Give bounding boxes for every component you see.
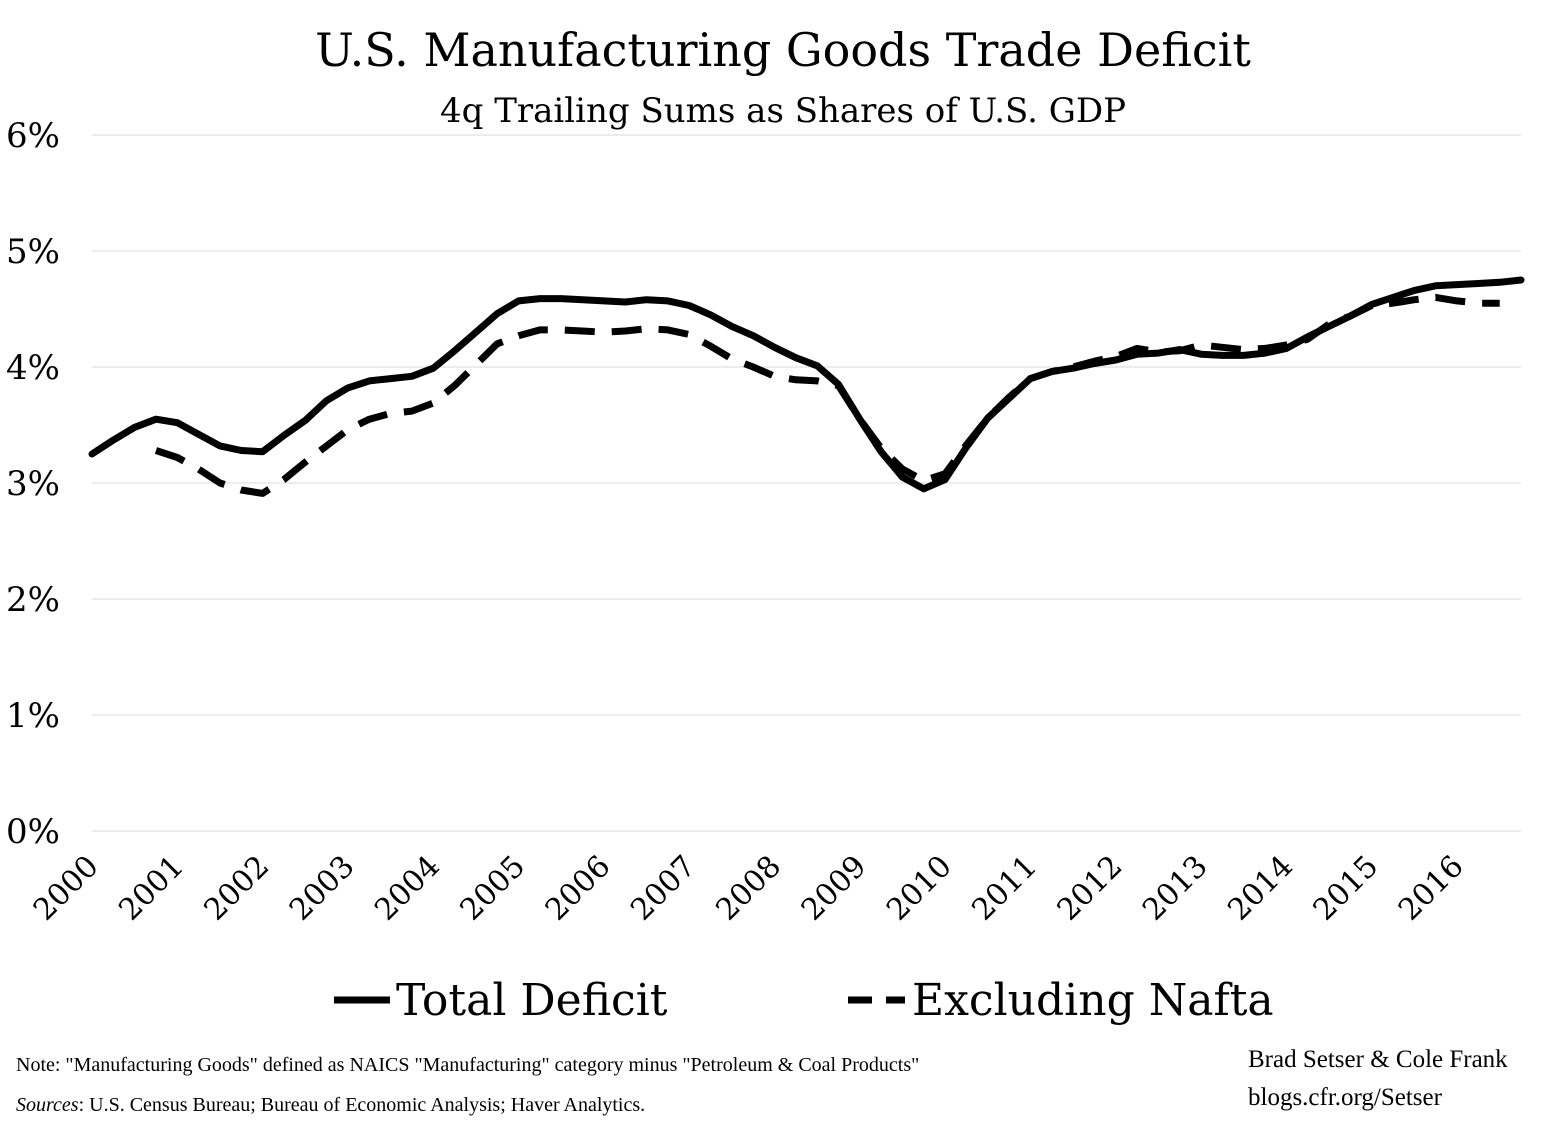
footnote: Note: "Manufacturing Goods" defined as N… — [16, 1054, 920, 1076]
y-tick-label: 1% — [6, 696, 60, 736]
y-tick-label: 3% — [6, 464, 60, 504]
gridlines — [92, 134, 1521, 832]
x-tick-label: 2004 — [368, 849, 447, 928]
x-tick-label: 2003 — [283, 849, 362, 928]
legend-label-total: Total Deficit — [396, 975, 668, 1026]
y-tick-label: 0% — [6, 812, 60, 852]
x-tick-label: 2008 — [709, 849, 788, 928]
x-tick-label: 2015 — [1307, 849, 1386, 928]
plot-lines — [88, 276, 1525, 497]
x-tick-label: 2009 — [795, 849, 874, 928]
chart-title: U.S. Manufacturing Goods Trade Deficit — [315, 23, 1251, 77]
y-tick-label: 4% — [6, 348, 60, 388]
x-tick-label: 2007 — [624, 849, 703, 928]
x-tick-label: 2006 — [539, 849, 618, 928]
y-tick-label: 6% — [6, 116, 60, 156]
x-tick-label: 2012 — [1051, 849, 1130, 928]
legend: Total Deficit Excluding Nafta — [334, 975, 1274, 1026]
x-tick-label: 2010 — [880, 849, 959, 928]
x-axis-ticks: 2000 2001 2002 2003 2004 2005 2006 2007 2008 2009… — [27, 849, 1471, 928]
sources-text: : U.S. Census Bureau; Bureau of Economic… — [78, 1094, 646, 1116]
y-axis-ticks: 0% 1% 2% 3% 4% 5% 6% — [6, 116, 60, 852]
legend-label-excluding: Excluding Nafta — [912, 975, 1274, 1026]
sources-label: Sources — [16, 1094, 79, 1116]
credit-url: blogs.cfr.org/Setser — [1248, 1084, 1442, 1111]
series-line-excluding-nafta — [154, 293, 1500, 497]
x-tick-label: 2005 — [453, 849, 532, 928]
series-line-total-deficit — [88, 276, 1525, 493]
x-tick-label: 2001 — [112, 849, 191, 928]
x-tick-label: 2011 — [965, 849, 1044, 928]
y-tick-label: 2% — [6, 580, 60, 620]
chart-subtitle: 4q Trailing Sums as Shares of U.S. GDP — [440, 91, 1126, 131]
sources-line: Sources: U.S. Census Bureau; Bureau of E… — [16, 1094, 645, 1117]
x-tick-label: 2013 — [1136, 849, 1215, 928]
x-tick-label: 2002 — [198, 849, 277, 928]
x-tick-label: 2000 — [27, 849, 106, 928]
credit-authors: Brad Setser & Cole Frank — [1248, 1046, 1508, 1073]
x-tick-label: 2016 — [1392, 849, 1471, 928]
x-tick-label: 2014 — [1221, 849, 1300, 928]
y-tick-label: 5% — [6, 232, 60, 272]
